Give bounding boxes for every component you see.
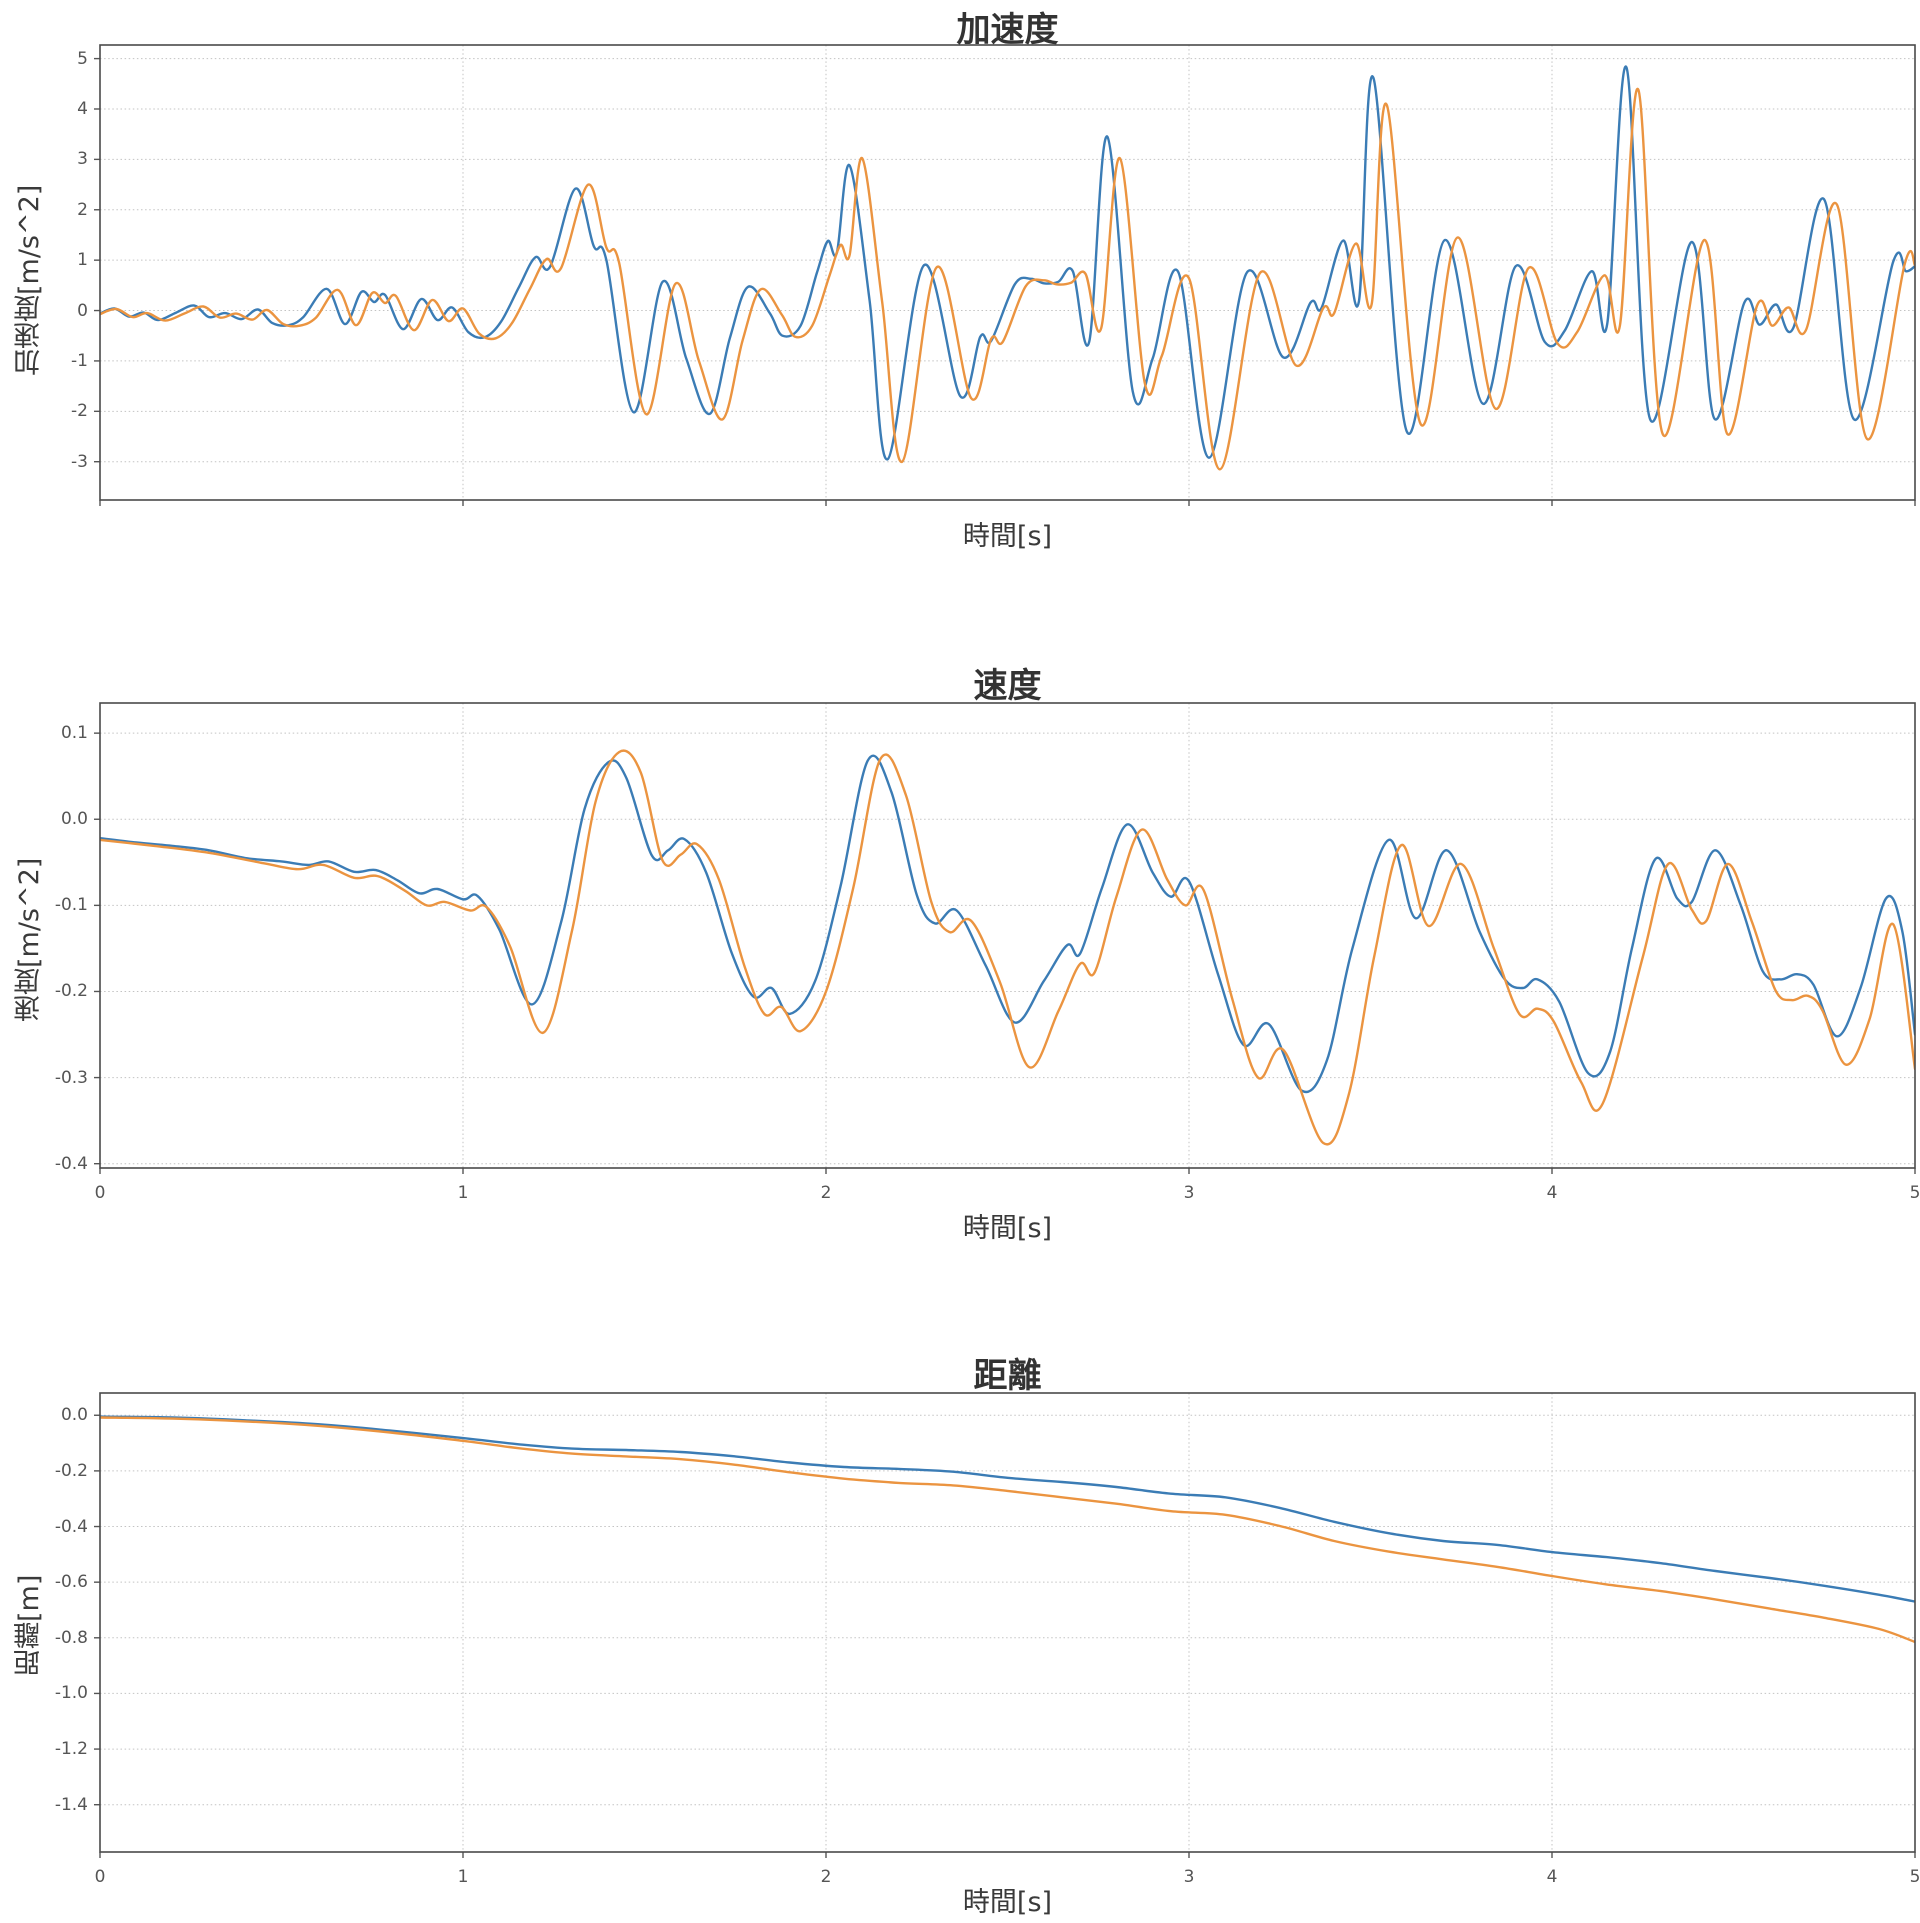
x-axis-label-distance: 時間[s] xyxy=(962,1887,1053,1918)
acceleration-y-tick-label: -2 xyxy=(71,401,88,422)
distance-y-tick-label: -0.4 xyxy=(54,1516,88,1537)
acceleration-series-estimated xyxy=(100,87,1915,471)
acceleration-y-tick-label: 3 xyxy=(77,149,88,170)
velocity-x-tick-label: 5 xyxy=(1909,1183,1920,1203)
distance-series-measured xyxy=(100,1415,1915,1603)
acceleration-y-tick-label: 0 xyxy=(77,300,88,321)
distance-y-tick-label: -1.4 xyxy=(54,1794,88,1815)
distance-y-tick-label: -0.2 xyxy=(54,1460,88,1481)
acceleration-y-tick-label: -1 xyxy=(71,350,88,371)
velocity-x-tick-label: 2 xyxy=(820,1183,832,1203)
acceleration-gridlines xyxy=(100,45,1915,500)
chart-title-acceleration: 加速度 xyxy=(956,10,1059,50)
velocity-gridlines xyxy=(100,703,1915,1168)
x-axis-label-acceleration: 時間[s] xyxy=(962,521,1053,552)
distance-y-tick-label: -0.6 xyxy=(54,1572,88,1593)
distance-x-tick-label: 4 xyxy=(1546,1867,1558,1887)
distance-x-tick-label: 2 xyxy=(820,1867,832,1887)
plot-area-velocity xyxy=(90,693,1920,1178)
distance-y-tick-label: -1.2 xyxy=(54,1739,88,1760)
distance-tick-marks xyxy=(94,1414,1916,1858)
velocity-y-tick-label: 0.0 xyxy=(60,809,88,830)
chart-title-distance: 距離 xyxy=(973,1356,1042,1396)
acceleration-y-tick-label: 5 xyxy=(77,48,88,69)
velocity-x-tick-label: 1 xyxy=(457,1183,469,1203)
velocity-x-tick-label: 3 xyxy=(1183,1183,1195,1203)
velocity-series-measured xyxy=(100,754,1915,1094)
velocity-y-tick-label: -0.1 xyxy=(54,895,88,916)
distance-x-tick-label: 3 xyxy=(1183,1867,1195,1887)
distance-x-tick-label: 5 xyxy=(1909,1867,1920,1887)
distance-series-estimated xyxy=(100,1416,1915,1644)
velocity-y-tick-label: -0.4 xyxy=(54,1153,88,1174)
velocity-y-tick-label: 0.1 xyxy=(60,723,88,744)
velocity-x-tick-label: 4 xyxy=(1546,1183,1558,1203)
distance-gridlines xyxy=(100,1393,1915,1852)
distance-svg xyxy=(94,1392,1916,1858)
acceleration-svg xyxy=(94,44,1916,506)
distance-y-tick-label: 0.0 xyxy=(60,1405,88,1426)
velocity-svg xyxy=(94,702,1916,1174)
acceleration-y-tick-label: 1 xyxy=(77,250,88,271)
velocity-x-tick-label: 0 xyxy=(94,1183,106,1203)
acceleration-y-tick-label: 4 xyxy=(77,98,88,119)
acceleration-y-tick-label: 2 xyxy=(77,199,88,220)
plot-area-distance xyxy=(90,1383,1920,1862)
velocity-y-tick-label: -0.3 xyxy=(54,1067,88,1088)
velocity-y-tick-label: -0.2 xyxy=(54,981,88,1002)
acceleration-tick-marks xyxy=(94,57,1916,506)
chart-title-velocity: 速度 xyxy=(973,666,1042,706)
distance-x-tick-label: 1 xyxy=(457,1867,469,1887)
acceleration-y-tick-label: -3 xyxy=(71,451,88,472)
x-axis-label-velocity: 時間[s] xyxy=(962,1213,1053,1244)
velocity-tick-marks xyxy=(94,732,1916,1174)
plot-area-acceleration xyxy=(90,35,1920,510)
distance-y-tick-label: -1.0 xyxy=(54,1683,88,1704)
distance-y-tick-label: -0.8 xyxy=(54,1627,88,1648)
velocity-series-estimated xyxy=(100,749,1915,1146)
distance-x-tick-label: 0 xyxy=(94,1867,106,1887)
